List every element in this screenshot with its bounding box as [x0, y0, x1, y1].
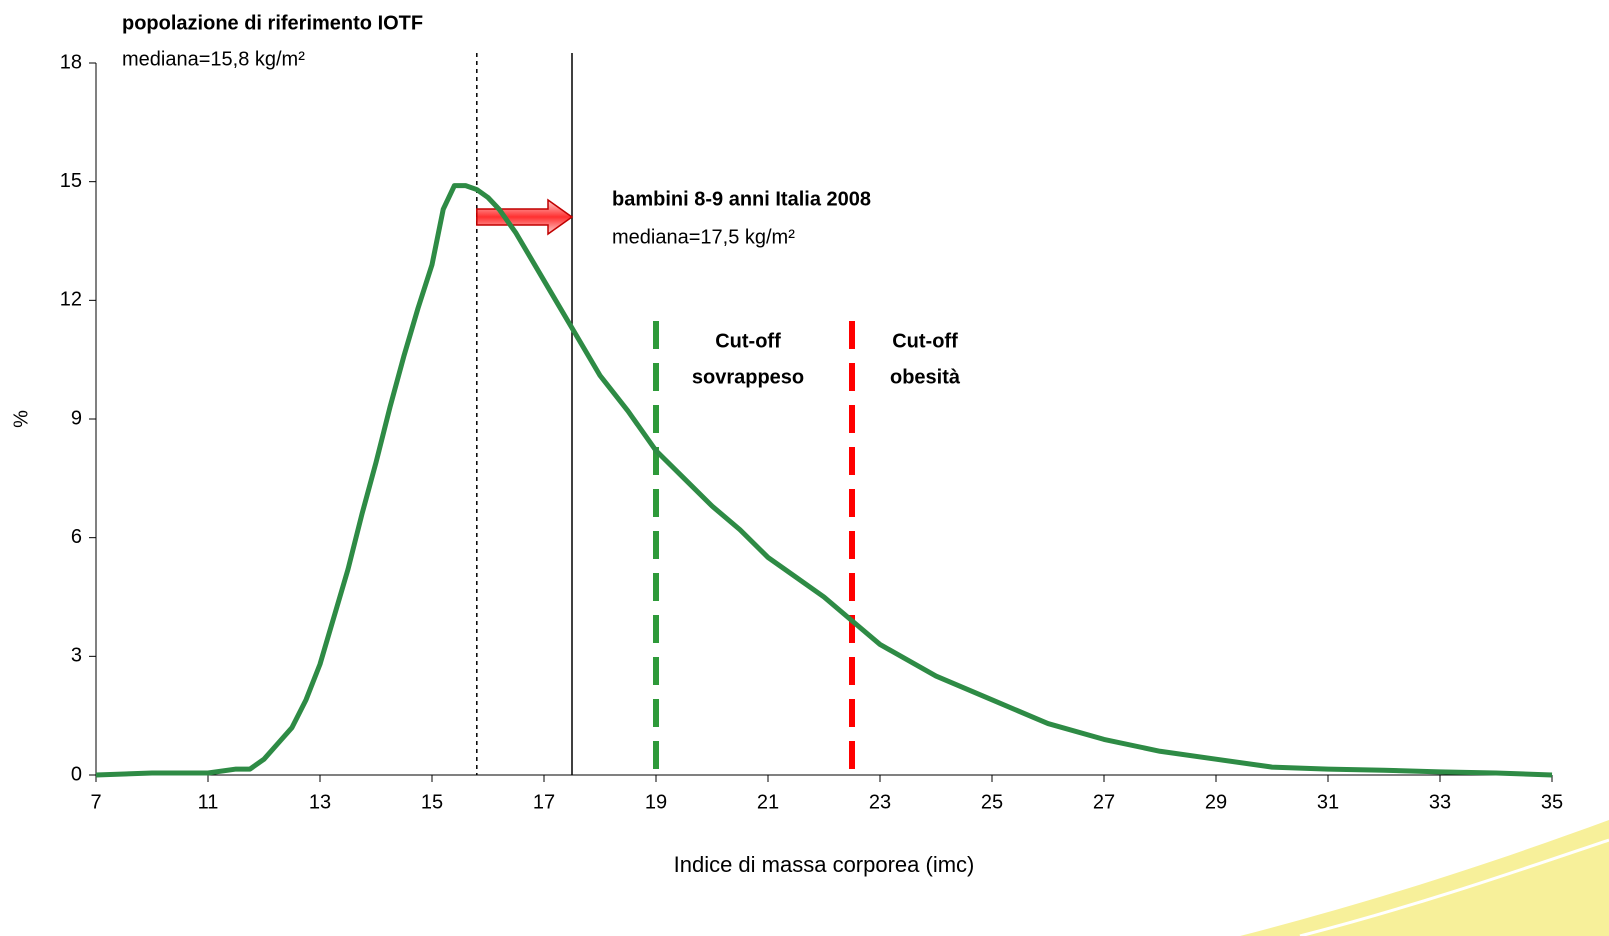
annotation: mediana=17,5 kg/m² [612, 226, 795, 248]
x-tick-label: 11 [198, 791, 219, 813]
annotation: Cut-off [892, 330, 958, 352]
x-tick-label: 23 [869, 791, 891, 813]
x-tick-label: 25 [981, 791, 1003, 813]
x-axis-label: Indice di massa corporea (imc) [674, 852, 975, 877]
x-tick-label: 33 [1429, 791, 1451, 813]
y-tick-label: 15 [60, 170, 82, 192]
x-tick-label: 29 [1205, 791, 1227, 813]
y-tick-label: 9 [71, 407, 82, 429]
x-tick-label: 19 [645, 791, 667, 813]
y-tick-label: 18 [60, 51, 82, 73]
x-tick-label: 17 [533, 791, 555, 813]
x-tick-label: 27 [1093, 791, 1115, 813]
x-tick-label: 15 [421, 791, 443, 813]
x-tick-label: 7 [90, 791, 101, 813]
x-tick-label: 21 [757, 791, 779, 813]
y-axis-label: % [10, 410, 32, 428]
annotation: bambini 8-9 anni Italia 2008 [612, 188, 871, 210]
annotation: obesità [890, 366, 961, 388]
y-tick-label: 6 [71, 526, 82, 548]
annotation: popolazione di riferimento IOTF [122, 12, 423, 34]
decoration [1240, 820, 1609, 936]
y-tick-label: 12 [60, 289, 82, 311]
arrow [476, 198, 574, 236]
y-tick-label: 0 [71, 763, 82, 785]
x-tick-label: 35 [1541, 791, 1563, 813]
annotation: sovrappeso [692, 366, 804, 388]
annotation: mediana=15,8 kg/m² [122, 48, 305, 70]
x-tick-label: 13 [309, 791, 331, 813]
y-tick-label: 3 [71, 645, 82, 667]
annotation: Cut-off [715, 330, 781, 352]
decoration [1299, 838, 1609, 936]
data-line [95, 183, 1553, 778]
x-tick-label: 31 [1317, 791, 1339, 813]
